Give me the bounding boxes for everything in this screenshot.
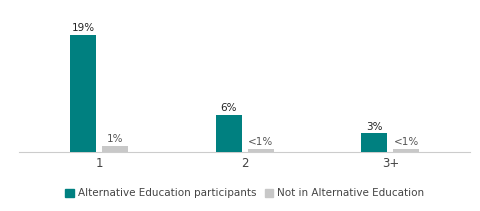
Bar [248, 149, 274, 152]
Text: 3%: 3% [366, 122, 383, 132]
Text: 6%: 6% [220, 103, 237, 113]
Text: 1%: 1% [107, 134, 123, 144]
Bar [361, 134, 387, 152]
Bar [70, 35, 96, 152]
Bar [393, 149, 420, 152]
Bar [102, 146, 128, 152]
Text: <1%: <1% [248, 137, 274, 147]
Text: <1%: <1% [394, 137, 419, 147]
Bar [216, 115, 242, 152]
Text: 19%: 19% [72, 23, 95, 33]
Legend: Alternative Education participants, Not in Alternative Education: Alternative Education participants, Not … [65, 188, 424, 198]
